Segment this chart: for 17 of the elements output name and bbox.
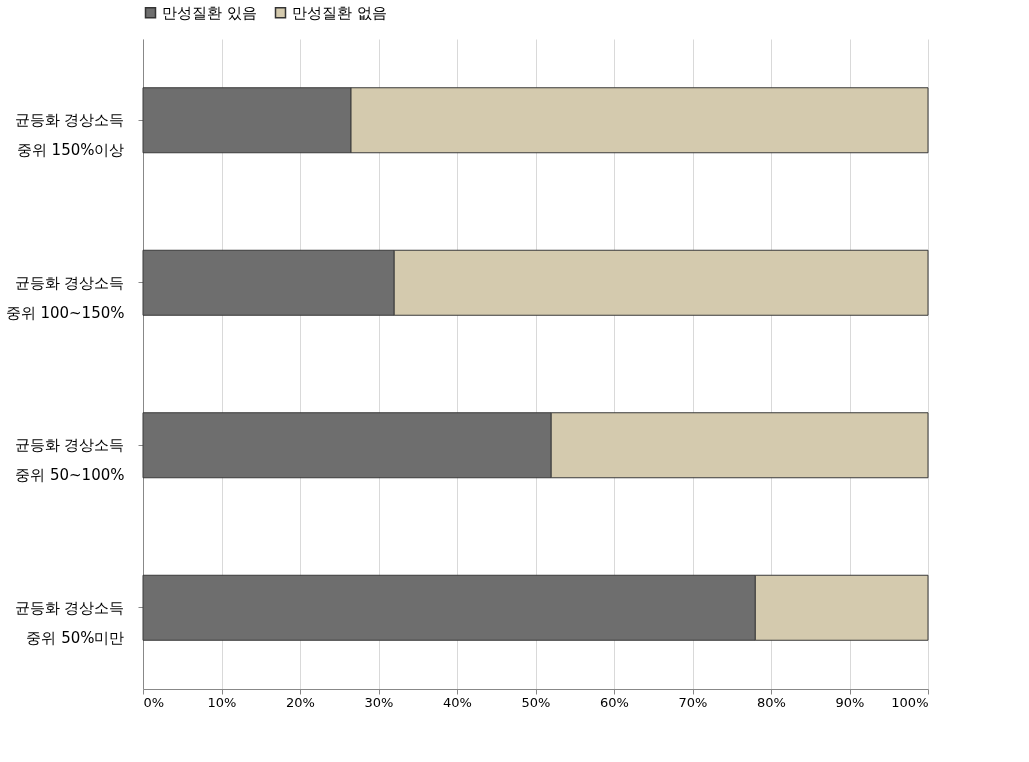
y-tick-label: 균등화 경상소득 중위 50~100%	[14, 436, 125, 485]
x-tick-label: 60%	[600, 694, 629, 710]
y-tick-label: 균등화 경상소득 중위 150%이상	[14, 111, 125, 160]
legend-label: 만성질환 있음	[162, 3, 257, 22]
x-tick-label: 10%	[207, 694, 237, 710]
x-tick-label: 30%	[364, 694, 394, 710]
x-tick-label: 90%	[835, 694, 865, 710]
x-tick-label: 50%	[521, 694, 551, 710]
y-tick-label: 균등화 경상소득 중위 100~150%	[5, 273, 125, 322]
legend-label: 만성질환 없음	[292, 3, 387, 22]
y-tick-label: 균등화 경상소득 중위 50%미만	[14, 598, 125, 647]
x-tick-label: 100%	[891, 694, 929, 710]
x-tick-label: 70%	[678, 694, 708, 710]
x-tick-label: 20%	[286, 694, 315, 710]
x-tick-label: 40%	[443, 694, 472, 710]
x-tick-label: 80%	[757, 694, 786, 710]
x-tick-label: 0%	[143, 694, 165, 710]
